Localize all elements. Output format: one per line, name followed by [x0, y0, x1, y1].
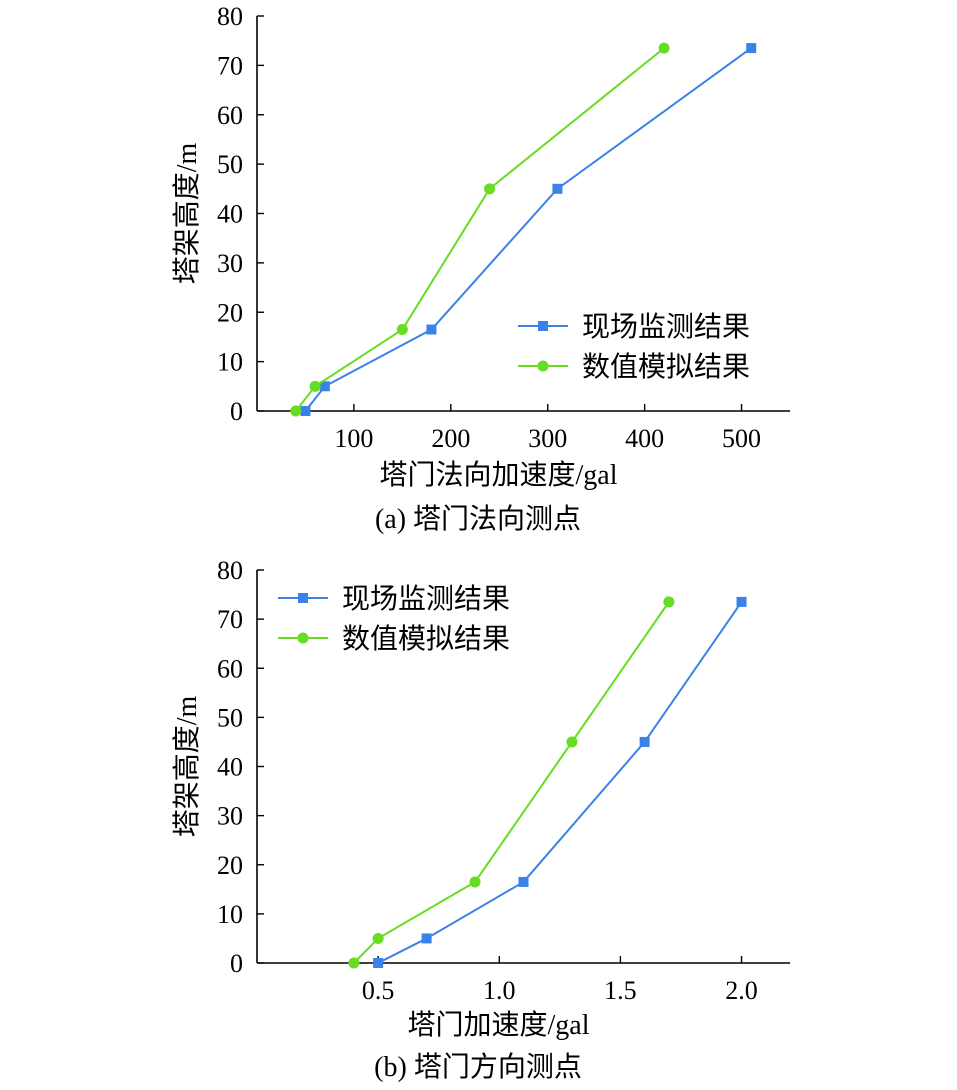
- legend-entry: 数值模拟结果: [518, 351, 750, 383]
- y-tick-label: 80: [217, 2, 243, 31]
- data-point-circle: [484, 183, 496, 195]
- data-point-square: [552, 183, 563, 194]
- y-tick-label: 70: [217, 605, 243, 634]
- y-tick-label: 20: [217, 298, 243, 327]
- legend-marker-square: [298, 593, 308, 603]
- data-point-circle: [396, 324, 408, 336]
- series-simulated: [348, 596, 675, 969]
- x-tick-label: 200: [431, 424, 470, 453]
- data-point-circle: [348, 957, 360, 969]
- data-point-circle: [372, 932, 384, 944]
- data-point-circle: [290, 405, 302, 417]
- chart-panel-a: 0 10 20 30 40 50 60 70 80 100 200 300 400 500 塔架高度/m 塔门…: [171, 2, 790, 535]
- y-tick-label: 30: [217, 249, 243, 278]
- y-axis-label: 塔架高度/m: [171, 696, 203, 838]
- y-tick-label: 40: [217, 753, 243, 782]
- data-point-square: [518, 876, 529, 887]
- series-measured: [300, 43, 757, 416]
- y-tick-label: 50: [217, 703, 243, 732]
- x-tick-label: 300: [528, 424, 567, 453]
- series-line: [377, 601, 743, 964]
- data-point-circle: [658, 42, 670, 54]
- y-axis-label: 塔架高度/m: [171, 143, 203, 285]
- x-axis-label: 塔门加速度/gal: [408, 1009, 590, 1041]
- chart-panel-b: 0 10 20 30 40 50 60 70 80 0.5 1.0 1.5 2.0 塔架高度/m 塔门加速度…: [171, 556, 790, 1083]
- y-tick-label: 80: [217, 556, 243, 585]
- legend-label: 数值模拟结果: [342, 623, 510, 655]
- legend-label: 现场监测结果: [342, 583, 510, 615]
- y-tick-label: 0: [230, 397, 243, 426]
- x-tick-label: 0.5: [362, 976, 395, 1005]
- y-tick-label: 40: [217, 200, 243, 229]
- data-point-square: [736, 596, 747, 607]
- panel-caption: (a) 塔门法向测点: [375, 503, 581, 535]
- legend-marker-circle: [537, 360, 549, 372]
- x-tick-label: 400: [625, 424, 664, 453]
- data-point-square: [373, 958, 384, 968]
- data-point-square: [319, 381, 330, 392]
- y-tick-label: 70: [217, 51, 243, 80]
- x-tick-label: 500: [722, 424, 761, 453]
- legend-entry: 现场监测结果: [518, 311, 750, 343]
- legend-entry: 现场监测结果: [278, 583, 510, 615]
- y-tick-label: 60: [217, 654, 243, 683]
- data-point-circle: [469, 876, 481, 888]
- y-tick-label: 60: [217, 101, 243, 130]
- y-tick-label: 10: [217, 900, 243, 929]
- series-measured: [373, 596, 747, 968]
- x-tick-label: 100: [334, 424, 373, 453]
- x-tick-label: 1.0: [483, 976, 516, 1005]
- y-tick-label: 50: [217, 150, 243, 179]
- panel-caption: (b) 塔门方向测点: [374, 1051, 582, 1083]
- y-tick-label: 10: [217, 348, 243, 377]
- data-point-square: [746, 43, 757, 54]
- data-point-square: [639, 736, 650, 747]
- y-tick-label: 20: [217, 851, 243, 880]
- data-point-square: [300, 406, 311, 416]
- data-point-circle: [663, 596, 675, 608]
- legend-label: 现场监测结果: [582, 311, 750, 343]
- series-simulated: [290, 42, 670, 417]
- y-tick-label: 0: [230, 949, 243, 978]
- x-axis-label: 塔门法向加速度/gal: [380, 459, 618, 491]
- data-point-circle: [566, 736, 578, 748]
- data-point-circle: [309, 380, 321, 392]
- x-tick-label: 1.5: [604, 976, 637, 1005]
- data-point-square: [426, 324, 437, 335]
- legend-marker-circle: [297, 632, 309, 644]
- series-line: [353, 601, 670, 964]
- legend-entry: 数值模拟结果: [278, 623, 510, 655]
- data-point-square: [421, 933, 432, 944]
- legend-marker-square: [538, 321, 548, 331]
- legend-label: 数值模拟结果: [582, 351, 750, 383]
- x-tick-label: 2.0: [725, 976, 758, 1005]
- y-tick-label: 30: [217, 802, 243, 831]
